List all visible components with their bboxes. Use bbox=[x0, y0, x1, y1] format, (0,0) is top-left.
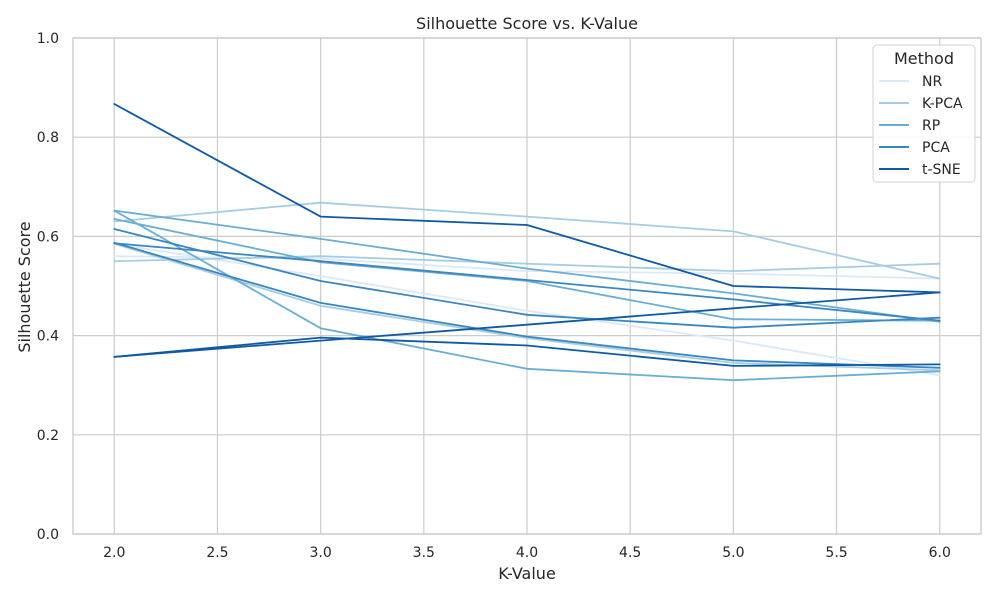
x-tick-label: 4.5 bbox=[619, 545, 641, 561]
y-tick-label: 0.2 bbox=[37, 428, 59, 444]
axes: 2.0 2.5 3.0 3.5 4.0 4.5 5.0 5.5 6.0 0.0 0.2 0.4 0.6 0… bbox=[37, 31, 982, 561]
y-tick-label: 0.4 bbox=[37, 329, 59, 345]
series-line-t-sne bbox=[113, 336, 941, 367]
series-line-pca bbox=[113, 241, 941, 369]
plot-frame bbox=[72, 37, 982, 535]
legend-label-rp: RP bbox=[922, 118, 940, 134]
series-line-k-pca bbox=[113, 201, 941, 280]
y-axis-label: Silhouette Score bbox=[15, 221, 34, 352]
y-tick-label: 0.8 bbox=[37, 130, 59, 146]
x-tick-label: 2.0 bbox=[103, 545, 125, 561]
grid-lines bbox=[73, 37, 981, 535]
y-tick-label: 0.6 bbox=[37, 229, 59, 245]
series-line-rp bbox=[113, 218, 941, 322]
y-tick-label: 1.0 bbox=[37, 31, 59, 47]
series-line-rp bbox=[113, 209, 941, 382]
series-line-nr bbox=[113, 242, 941, 377]
x-tick-label: 2.5 bbox=[206, 545, 228, 561]
legend-label-nr: NR bbox=[922, 74, 942, 90]
legend-label-t-sne: t-SNE bbox=[922, 162, 961, 178]
series-line-t-sne bbox=[113, 103, 941, 294]
x-tick-label: 5.5 bbox=[825, 545, 847, 561]
legend-label-k-pca: K-PCA bbox=[922, 96, 963, 112]
x-tick-label: 6.0 bbox=[929, 545, 951, 561]
series-line-pca bbox=[113, 242, 941, 322]
axis-labels: Silhouette Score vs. K-Value K-Value Sil… bbox=[15, 14, 638, 583]
x-tick-label: 5.0 bbox=[722, 545, 744, 561]
chart-title: Silhouette Score vs. K-Value bbox=[416, 14, 638, 33]
series-line-t-sne bbox=[113, 291, 941, 358]
series-lines bbox=[113, 103, 941, 382]
x-tick-label: 3.0 bbox=[310, 545, 332, 561]
legend-title: Method bbox=[894, 49, 954, 68]
series-line-pca bbox=[113, 228, 941, 329]
y-tick-label: 0.0 bbox=[37, 527, 59, 543]
series-line-k-pca bbox=[113, 255, 941, 273]
x-tick-label: 4.0 bbox=[516, 545, 538, 561]
legend: Method NR K-PCA RP PCA t-SNE bbox=[872, 44, 976, 183]
x-tick-label: 3.5 bbox=[413, 545, 435, 561]
legend-label-pca: PCA bbox=[922, 140, 950, 156]
x-axis-label: K-Value bbox=[498, 564, 556, 583]
